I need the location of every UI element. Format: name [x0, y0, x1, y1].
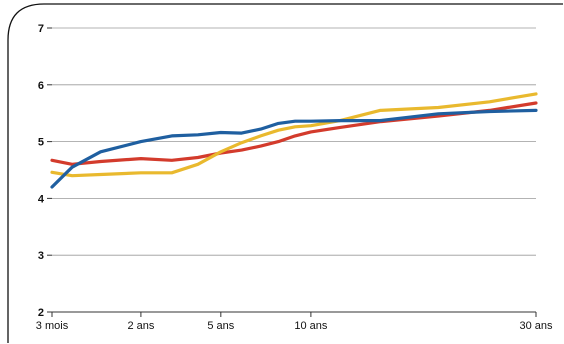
y-axis-ticks: 2 3 4 5 6 7 [38, 23, 52, 319]
y-tick-label: 3 [38, 250, 44, 262]
x-tick-label: 3 mois [36, 320, 69, 332]
x-tick-label: 30 ans [519, 320, 553, 332]
series-line-3 [50, 108, 538, 189]
y-tick-label: 5 [38, 137, 44, 149]
chart-frame [7, 3, 563, 343]
y-tick-label: 4 [38, 193, 45, 205]
x-tick-label: 2 ans [127, 320, 154, 332]
series-lines [50, 92, 538, 189]
series-line-2 [50, 92, 538, 178]
x-tick-label: 10 ans [294, 320, 328, 332]
x-axis-ticks: 3 mois 2 ans 5 ans 10 ans 30 ans [36, 312, 553, 332]
y-tick-label: 7 [38, 23, 44, 35]
y-tick-label: 2 [38, 307, 44, 319]
y-tick-label: 6 [38, 80, 44, 92]
gridlines [52, 27, 536, 256]
x-tick-label: 5 ans [207, 320, 234, 332]
